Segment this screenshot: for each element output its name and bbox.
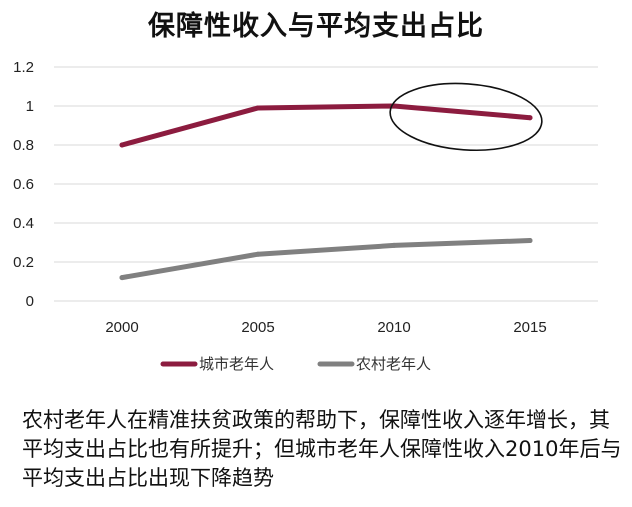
data-point (119, 142, 125, 148)
x-tick-label: 2000 (105, 319, 138, 336)
x-tick-label: 2015 (513, 319, 546, 336)
y-tick-label: 0.6 (13, 176, 34, 193)
y-tick-label: 1 (26, 98, 34, 115)
legend-label: 农村老年人 (356, 355, 431, 373)
gridlines (54, 66, 598, 302)
highlight-ellipse (389, 82, 543, 151)
data-point (527, 238, 533, 244)
series-line-0 (119, 103, 533, 148)
data-point (391, 242, 397, 248)
legend-label: 城市老年人 (199, 355, 274, 373)
chart-title: 保障性收入与平均支出占比 (148, 11, 484, 42)
data-point (527, 115, 533, 121)
y-axis-ticks: 0 0.2 0.4 0.6 0.8 1 1.2 (13, 59, 34, 310)
series-lines (119, 103, 533, 281)
series-line-1 (119, 238, 533, 281)
annotation (389, 82, 543, 151)
x-tick-label: 2005 (241, 319, 274, 336)
y-tick-label: 0.4 (13, 215, 34, 232)
data-point (119, 275, 125, 281)
data-point (255, 251, 261, 257)
y-tick-label: 0.8 (13, 137, 34, 154)
x-tick-label: 2010 (377, 319, 410, 336)
legend: 城市老年人 农村老年人 (160, 355, 431, 373)
y-tick-label: 0 (26, 293, 34, 310)
data-point (255, 105, 261, 111)
y-tick-label: 0.2 (13, 254, 34, 271)
line-chart: 0 0.2 0.4 0.6 0.8 1 1.2 2000 2005 2010 2015 城市老年人… (13, 59, 598, 373)
caption-text: 农村老年人在精准扶贫政策的帮助下，保障性收入逐年增长，其平均支出占比也有所提升；… (22, 408, 622, 490)
x-axis-ticks: 2000 2005 2010 2015 (105, 319, 546, 336)
y-tick-label: 1.2 (13, 59, 34, 76)
